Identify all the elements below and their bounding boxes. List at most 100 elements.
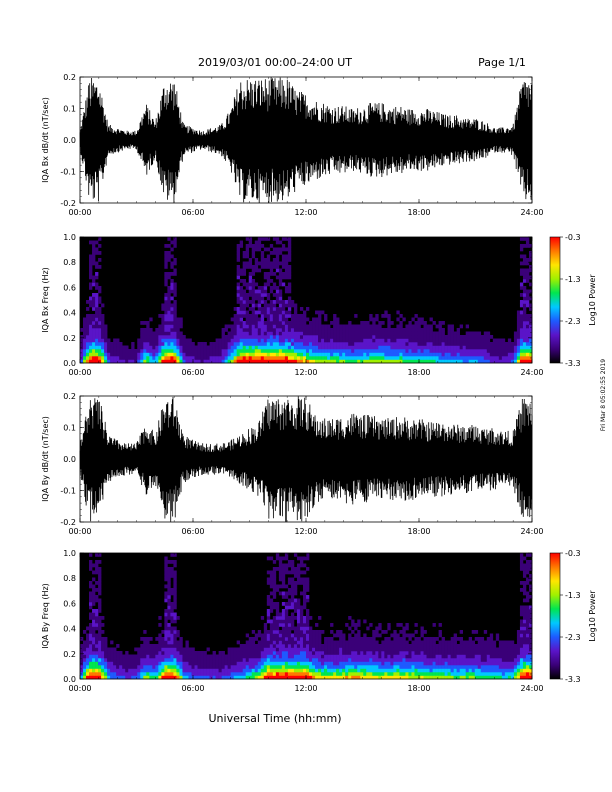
spectrogram-cell (257, 675, 262, 680)
spectrogram-cell (327, 331, 331, 336)
spectrogram-cell (275, 609, 280, 613)
spectrogram-cell (173, 359, 177, 364)
spectrogram-cell (116, 672, 120, 676)
spectrogram-cell (131, 345, 135, 350)
spectrogram-cell (519, 640, 524, 645)
spectrogram-cell (318, 644, 322, 648)
spectrogram-cell (450, 338, 454, 343)
spectrogram-cell (251, 345, 256, 350)
spectrogram-cell (242, 342, 247, 346)
spectrogram-cell (357, 665, 361, 669)
spectrogram-cell (98, 289, 102, 294)
spectrogram-cell (519, 261, 524, 266)
spectrogram-cell (336, 651, 340, 655)
spectrogram-cell (462, 654, 466, 659)
spectrogram-cell (299, 577, 304, 582)
spectrogram-cell (287, 324, 292, 329)
spectrogram-cell (354, 331, 358, 336)
spectrogram-cell (161, 668, 165, 673)
spectrogram-cell (471, 356, 476, 360)
spectrogram-cell (266, 342, 271, 346)
spectrogram-cell (266, 602, 271, 606)
spectrogram-cell (447, 661, 451, 666)
spectrogram-cell (170, 345, 174, 350)
spectrogram-cell (164, 275, 168, 280)
spectrogram-cell (131, 349, 135, 353)
spectrogram-cell (272, 321, 277, 325)
spectrogram-cell (284, 647, 289, 652)
spectrogram-cell (143, 335, 147, 339)
spectrogram-cell (131, 342, 135, 346)
spectrogram-cell (221, 668, 225, 673)
spectrogram-cell (321, 310, 325, 315)
spectrogram-cell (438, 342, 442, 346)
spectrogram-cell (272, 314, 277, 318)
spectrogram-cell (236, 265, 240, 269)
spectrogram-cell (137, 352, 141, 357)
spectrogram-cell (269, 356, 274, 360)
y-tick-label: 0.2 (63, 392, 76, 401)
spectrogram-cell (369, 324, 373, 329)
spectrogram-cell (182, 647, 186, 652)
spectrogram-cell (528, 560, 533, 564)
spectrogram-cell (306, 352, 310, 357)
spectrogram-cell (351, 331, 355, 336)
spectrogram-cell (281, 335, 286, 339)
plot-area (80, 553, 533, 680)
spectrogram-cell (251, 640, 256, 645)
spectrogram-cell (197, 661, 201, 666)
spectrogram-cell (221, 352, 225, 357)
spectrogram-cell (345, 338, 349, 343)
spectrogram-cell (275, 672, 280, 676)
spectrogram-cell (342, 651, 346, 655)
spectrogram-cell (336, 647, 340, 652)
spectrogram-cell (495, 637, 500, 641)
spectrogram-cell (266, 335, 271, 339)
spectrogram-cell (489, 633, 494, 638)
spectrogram-cell (486, 352, 491, 357)
spectrogram-cell (423, 665, 427, 669)
spectrogram-cell (465, 658, 470, 662)
spectrogram-cell (498, 644, 503, 648)
spectrogram-cell (89, 300, 93, 304)
spectrogram-cell (113, 647, 117, 652)
spectrogram-cell (248, 661, 253, 666)
spectrogram-cell (89, 672, 93, 676)
spectrogram-cell (495, 349, 500, 353)
spectrogram-cell (251, 647, 256, 652)
spectrogram-cell (269, 303, 274, 308)
spectrogram-cell (318, 328, 322, 332)
spectrogram-cell (119, 665, 123, 669)
spectrogram-cell (137, 342, 141, 346)
spectrogram-cell (299, 626, 304, 631)
spectrogram-cell (528, 644, 533, 648)
spectrogram-cell (293, 356, 298, 360)
spectrogram-cell (438, 352, 442, 357)
spectrogram-cell (471, 345, 476, 350)
spectrogram-cell (375, 658, 379, 662)
spectrogram-cell (173, 658, 177, 662)
spectrogram-cell (116, 349, 120, 353)
spectrogram-cell (146, 672, 150, 676)
spectrogram-cell (167, 637, 171, 641)
spectrogram-cell (519, 349, 524, 353)
spectrogram-cell (336, 644, 340, 648)
spectrogram-cell (266, 296, 271, 301)
x-tick-label: 24:00 (520, 527, 543, 536)
spectrogram-cell (242, 651, 247, 655)
spectrogram-cell (510, 654, 515, 659)
spectrogram-cell (152, 651, 156, 655)
spectrogram-cell (345, 672, 349, 676)
spectrogram-cell (522, 567, 527, 571)
spectrogram-cell (387, 321, 391, 325)
spectrogram-cell (309, 668, 313, 673)
spectrogram-cell (92, 637, 96, 641)
spectrogram-cell (318, 352, 322, 357)
spectrogram-cell (450, 335, 454, 339)
spectrogram-cell (86, 637, 90, 641)
spectrogram-cell (498, 654, 503, 659)
spectrogram-cell (306, 675, 310, 680)
spectrogram-cell (330, 342, 334, 346)
spectrogram-cell (290, 591, 295, 596)
spectrogram-cell (483, 331, 488, 336)
